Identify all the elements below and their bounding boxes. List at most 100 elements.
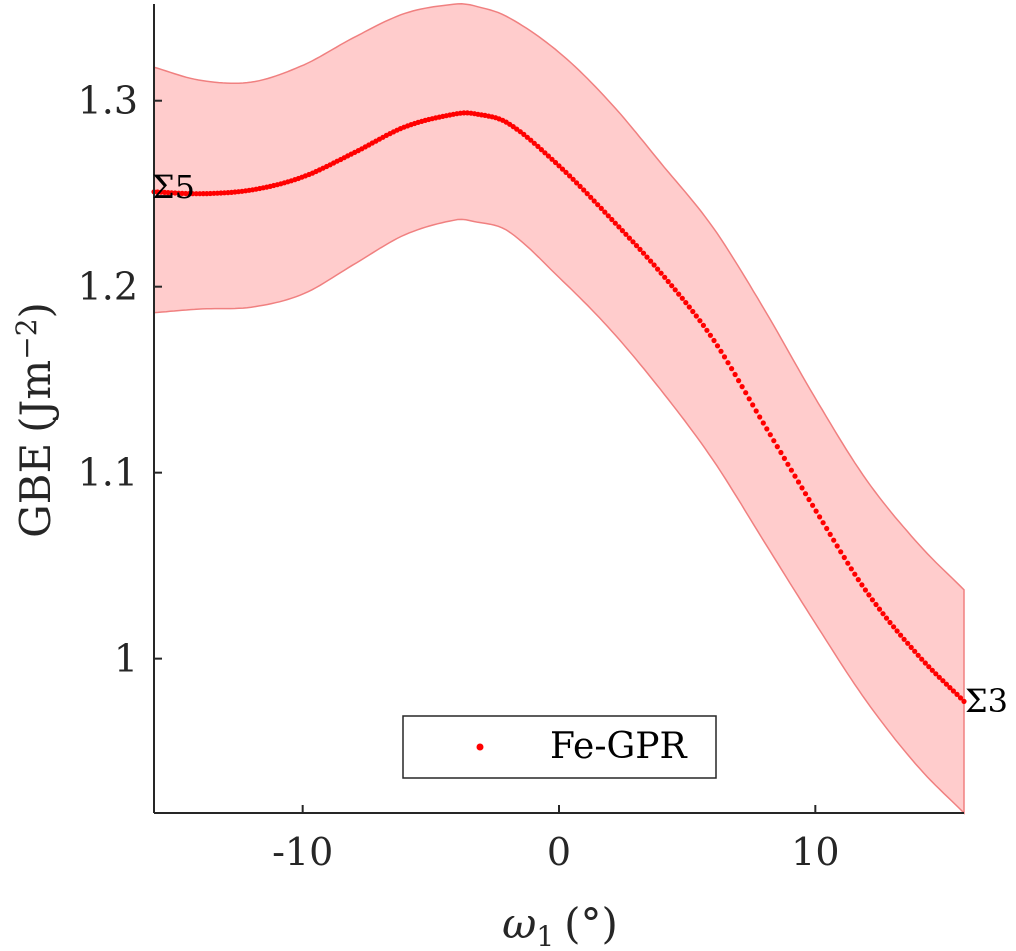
data-point bbox=[743, 390, 749, 396]
data-point bbox=[757, 414, 763, 420]
annotation-sigma5: Σ5 bbox=[152, 168, 195, 206]
data-point bbox=[517, 129, 523, 135]
data-point bbox=[795, 479, 802, 485]
y-tick-label: 1.3 bbox=[78, 79, 138, 123]
data-point bbox=[591, 198, 597, 204]
data-point bbox=[922, 660, 928, 666]
data-point bbox=[676, 291, 682, 297]
data-point bbox=[669, 283, 675, 289]
data-point bbox=[764, 426, 770, 432]
data-point bbox=[813, 508, 819, 514]
data-point bbox=[729, 366, 735, 372]
data-point bbox=[753, 408, 759, 414]
legend: Fe-GPR bbox=[402, 715, 717, 779]
data-point bbox=[718, 348, 724, 354]
data-point bbox=[898, 632, 904, 638]
data-point bbox=[859, 582, 865, 588]
data-point bbox=[943, 681, 950, 687]
data-point bbox=[545, 153, 552, 159]
data-point bbox=[926, 664, 932, 670]
data-point bbox=[781, 455, 788, 461]
data-point bbox=[894, 628, 900, 634]
y-tick-label: 1 bbox=[114, 637, 138, 681]
data-point bbox=[630, 239, 636, 245]
data-point bbox=[697, 318, 703, 324]
data-point bbox=[873, 601, 879, 608]
data-point bbox=[559, 166, 566, 172]
data-point bbox=[640, 250, 647, 256]
data-point bbox=[595, 202, 601, 208]
data-point bbox=[961, 698, 967, 705]
data-point bbox=[746, 396, 752, 402]
data-point bbox=[616, 224, 622, 230]
data-point bbox=[644, 254, 650, 260]
data-point bbox=[919, 656, 925, 662]
data-point bbox=[855, 577, 861, 583]
data-point bbox=[612, 220, 618, 226]
data-point bbox=[602, 209, 608, 215]
data-point bbox=[581, 187, 587, 193]
data-point bbox=[563, 169, 569, 175]
data-point bbox=[852, 571, 858, 577]
data-point bbox=[658, 270, 664, 276]
data-point bbox=[915, 652, 921, 658]
data-point bbox=[802, 491, 809, 497]
data-point bbox=[834, 543, 840, 549]
data-point bbox=[838, 549, 844, 555]
annotation-sigma3: Σ3 bbox=[965, 682, 1008, 720]
data-point bbox=[574, 180, 580, 186]
data-point bbox=[908, 644, 914, 651]
data-point bbox=[785, 461, 791, 467]
data-point bbox=[866, 592, 872, 598]
data-point bbox=[912, 648, 918, 654]
data-point bbox=[883, 615, 890, 621]
data-point bbox=[792, 473, 798, 479]
data-point bbox=[714, 343, 721, 349]
confidence-band bbox=[153, 3, 965, 815]
data-point bbox=[778, 449, 784, 456]
data-point bbox=[549, 156, 555, 162]
data-point bbox=[739, 384, 745, 390]
data-point bbox=[845, 560, 851, 566]
data-point bbox=[767, 432, 773, 438]
legend-box bbox=[402, 715, 717, 779]
y-tick-label: 1.1 bbox=[78, 451, 138, 495]
y-ticks: 1 1.1 1.2 1.3 bbox=[78, 79, 162, 681]
data-point bbox=[799, 485, 805, 491]
data-point bbox=[841, 554, 847, 561]
data-point bbox=[665, 278, 671, 285]
data-point bbox=[876, 606, 883, 612]
data-point bbox=[584, 191, 590, 197]
data-point bbox=[514, 126, 520, 132]
x-tick-label: 10 bbox=[791, 830, 839, 874]
data-point bbox=[605, 213, 611, 219]
data-point bbox=[648, 258, 654, 264]
data-point bbox=[721, 354, 728, 360]
data-point bbox=[626, 235, 633, 241]
data-point bbox=[651, 262, 657, 268]
data-point bbox=[760, 420, 766, 426]
data-point bbox=[690, 308, 696, 315]
data-point bbox=[940, 678, 946, 684]
data-point bbox=[820, 520, 826, 526]
data-point bbox=[700, 322, 707, 328]
data-point bbox=[707, 332, 714, 338]
data-point bbox=[655, 266, 661, 272]
data-point bbox=[524, 134, 530, 140]
data-point bbox=[880, 611, 886, 617]
data-point bbox=[556, 163, 562, 169]
data-point bbox=[817, 514, 823, 520]
data-point bbox=[869, 597, 876, 603]
data-point bbox=[535, 143, 541, 149]
legend-label: Fe-GPR bbox=[550, 726, 687, 767]
data-point bbox=[623, 231, 629, 237]
data-point bbox=[672, 287, 678, 293]
data-point bbox=[901, 636, 907, 642]
data-point bbox=[771, 438, 777, 444]
x-tick-label: 0 bbox=[547, 830, 571, 874]
data-point bbox=[732, 371, 738, 378]
data-point bbox=[531, 140, 537, 146]
data-point bbox=[542, 150, 548, 156]
data-point bbox=[521, 131, 527, 137]
data-point bbox=[704, 327, 710, 333]
